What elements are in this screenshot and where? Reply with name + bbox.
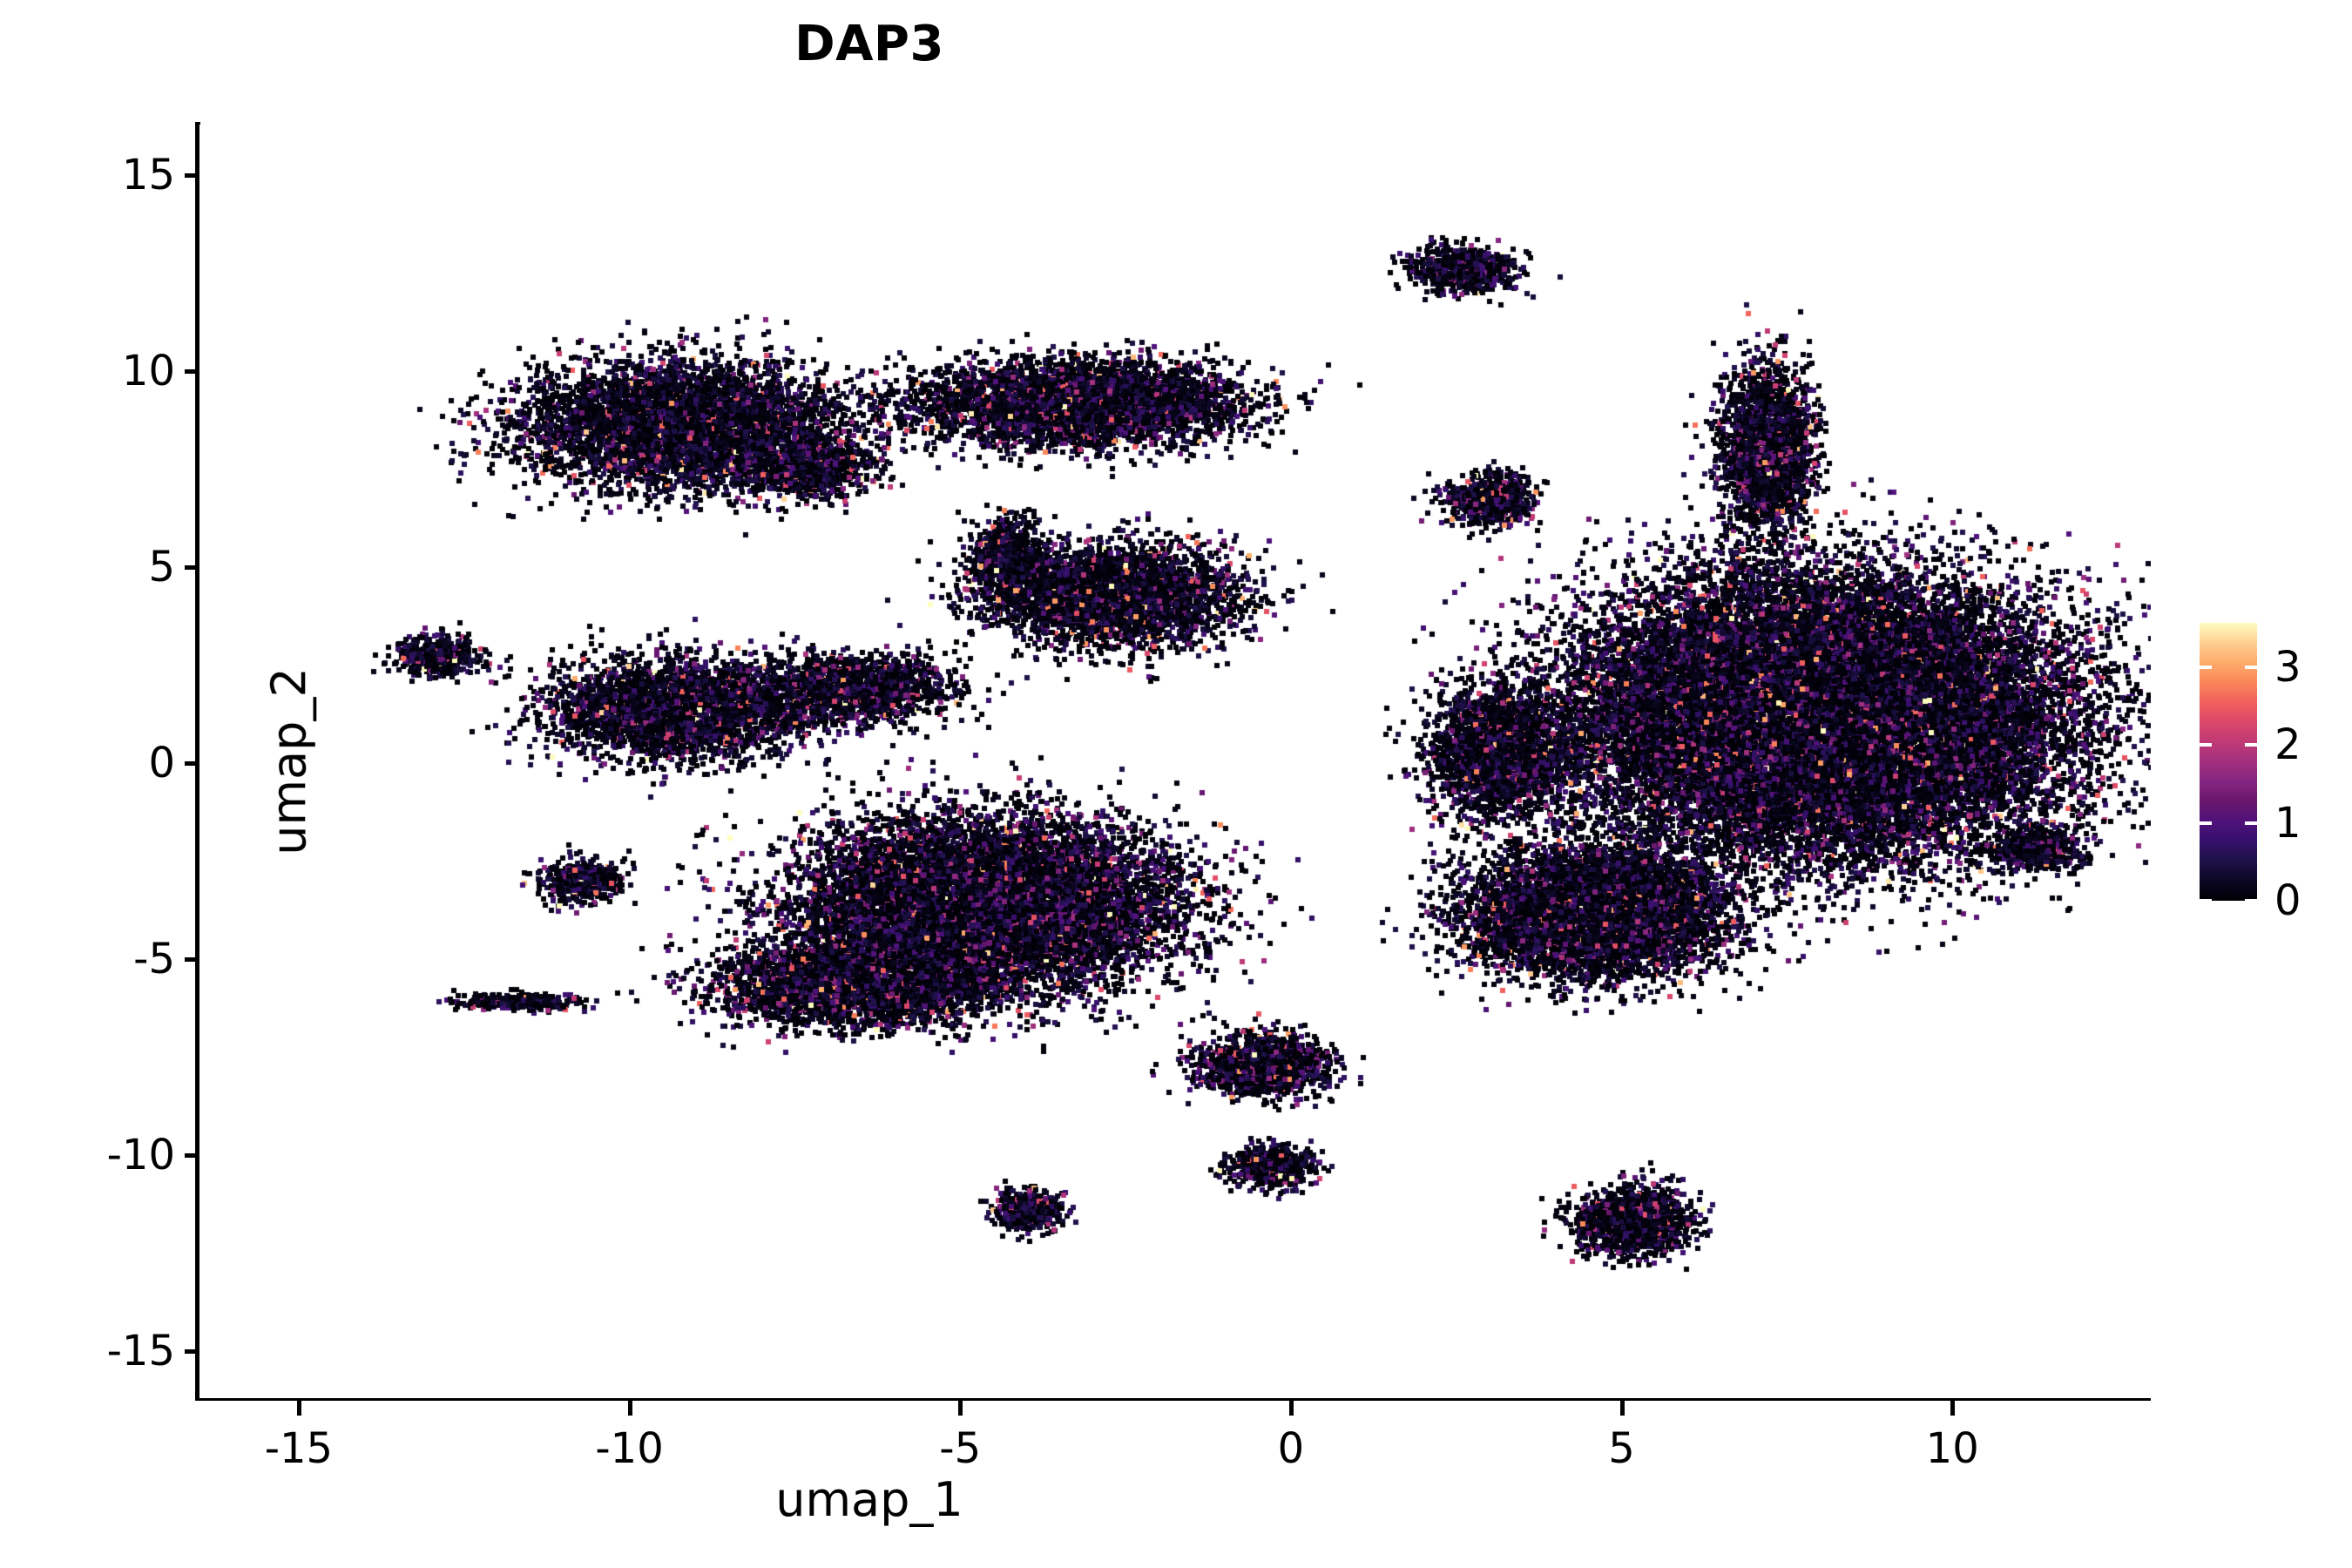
page-title: DAP3: [794, 16, 944, 72]
colorbar-tick-mark: [2200, 821, 2212, 825]
colorbar-tick-mark: [2245, 821, 2257, 825]
plot-area: umap_2: [199, 125, 2151, 1398]
colorbar-tick-label: 1: [2274, 798, 2301, 848]
colorbar-gradient: [2200, 623, 2257, 901]
y-tick-label: -5: [133, 935, 175, 984]
y-tick-label: 10: [121, 347, 175, 396]
y-tick-label: -10: [106, 1131, 175, 1180]
colorbar-tick-mark: [2245, 665, 2257, 669]
colorbar-tick-mark: [2200, 743, 2212, 747]
x-tick-mark: [1619, 1401, 1625, 1416]
y-tick-mark: [185, 1153, 199, 1159]
x-tick-mark: [627, 1401, 632, 1416]
y-tick-label: 5: [148, 543, 175, 592]
y-tick-mark: [185, 1349, 199, 1355]
colorbar-tick-label: 0: [2274, 876, 2301, 925]
colorbar-tick-label: 2: [2274, 720, 2301, 770]
umap-scatter-canvas: [199, 125, 2151, 1398]
colorbar-tick-mark: [2245, 899, 2257, 902]
y-axis-spine: [195, 122, 200, 1401]
colorbar-tick-label: 3: [2274, 642, 2301, 692]
y-tick-mark: [185, 369, 199, 375]
colorbar: 0 1 2 3: [2200, 623, 2301, 922]
x-tick-mark: [958, 1401, 963, 1416]
y-tick-mark: [185, 173, 199, 179]
x-tick-label: -10: [595, 1424, 664, 1473]
y-tick-mark: [185, 957, 199, 963]
colorbar-tick-mark: [2245, 743, 2257, 747]
y-axis-label: umap_2: [261, 667, 317, 855]
colorbar-tick-mark: [2200, 899, 2212, 902]
y-tick-mark: [185, 565, 199, 571]
x-tick-mark: [1950, 1401, 1956, 1416]
y-tick-label: 15: [121, 151, 175, 200]
y-tick-label: -15: [106, 1327, 175, 1376]
x-tick-label: -15: [264, 1424, 334, 1473]
y-tick-mark: [185, 761, 199, 767]
x-axis-label: umap_1: [775, 1472, 963, 1527]
x-tick-mark: [296, 1401, 301, 1416]
colorbar-tick-mark: [2200, 665, 2212, 669]
y-tick-label: 0: [148, 739, 175, 788]
x-axis-spine: [195, 1396, 2151, 1401]
x-tick-label: 0: [1277, 1424, 1305, 1473]
x-tick-mark: [1288, 1401, 1294, 1416]
x-tick-label: -5: [939, 1424, 982, 1473]
x-tick-label: 10: [1925, 1424, 1979, 1473]
x-tick-label: 5: [1608, 1424, 1635, 1473]
